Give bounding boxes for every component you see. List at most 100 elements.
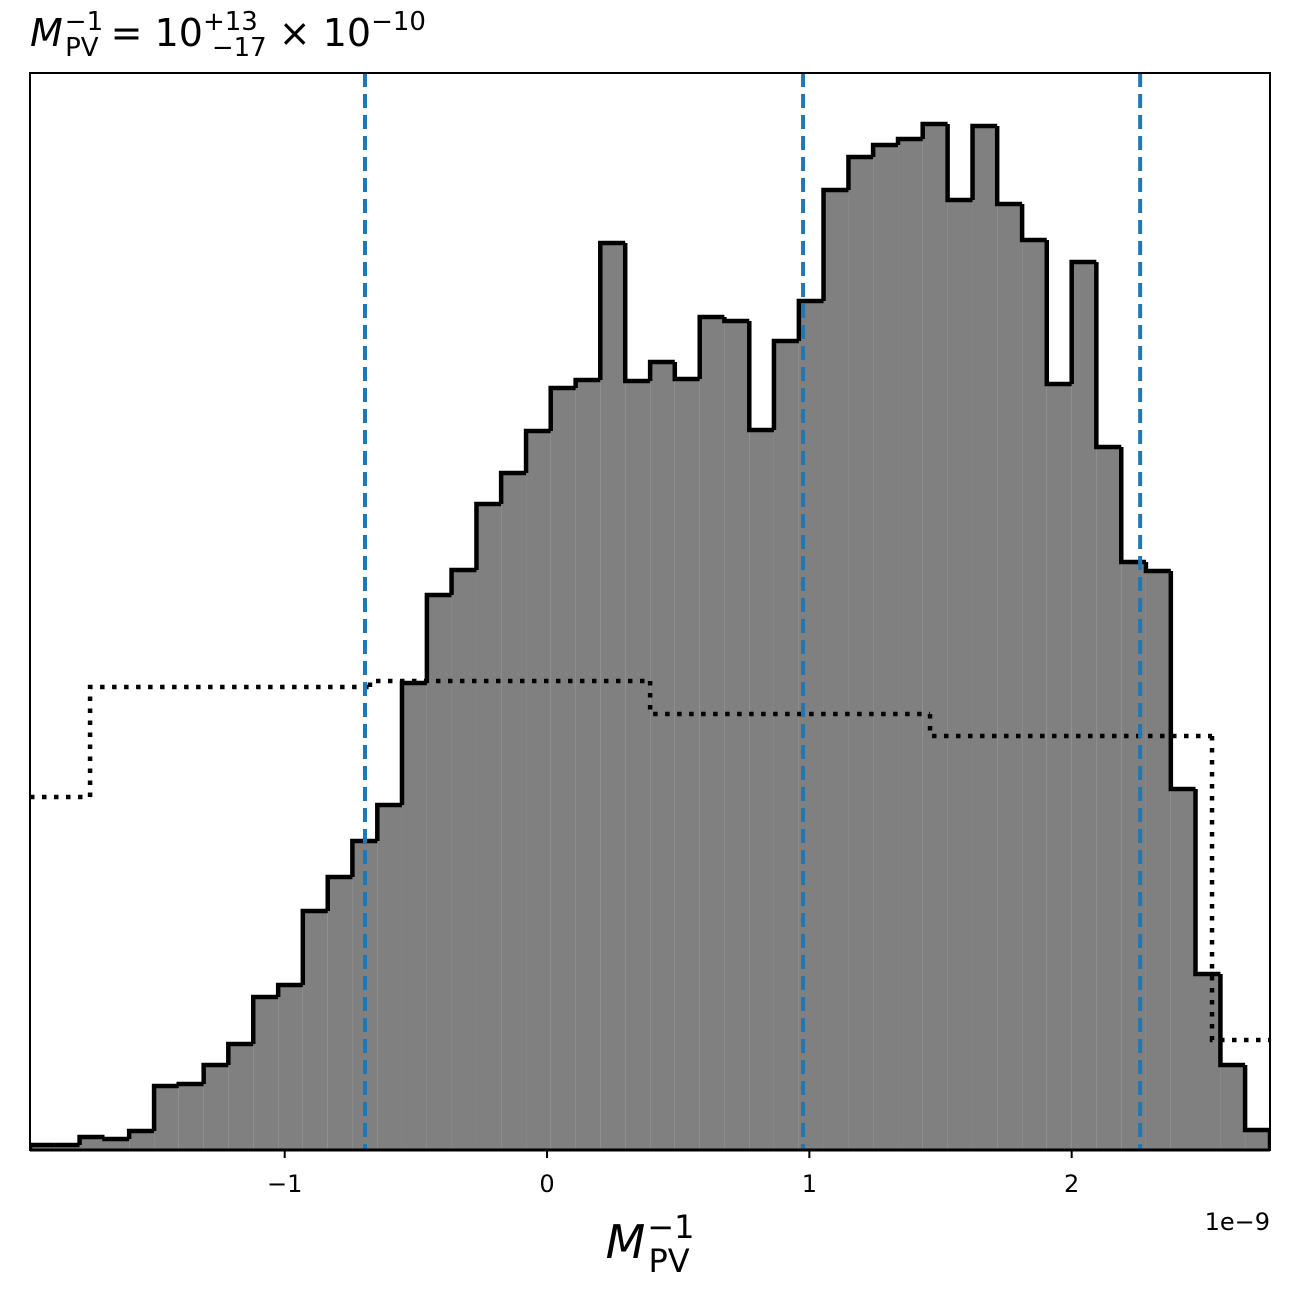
x-tick-label: −1 xyxy=(267,1170,302,1198)
bar xyxy=(947,200,973,1150)
bar xyxy=(178,1084,204,1150)
title-times: × 10 xyxy=(267,11,371,55)
bar xyxy=(625,381,651,1150)
bar xyxy=(749,430,774,1150)
bar-outline xyxy=(548,385,576,431)
bar-outline xyxy=(300,908,328,985)
bar xyxy=(278,985,303,1150)
bar-outline xyxy=(622,243,651,384)
bar xyxy=(451,570,477,1150)
bar-outline xyxy=(994,126,1023,207)
bar-outline xyxy=(30,1142,55,1150)
bar-outline xyxy=(449,567,477,595)
bar-outline xyxy=(1044,240,1072,387)
bar-outline xyxy=(870,142,899,157)
bar xyxy=(898,139,923,1150)
bar xyxy=(401,683,427,1150)
bar xyxy=(1071,262,1097,1150)
bar xyxy=(302,911,328,1150)
bar-outline xyxy=(350,838,378,877)
bar xyxy=(377,805,402,1150)
bar xyxy=(253,997,279,1150)
bar xyxy=(1145,571,1171,1150)
bar-outline xyxy=(821,187,849,301)
bar xyxy=(104,1139,130,1150)
bar-outline xyxy=(126,1128,155,1139)
bar xyxy=(30,1145,55,1150)
bar xyxy=(79,1137,105,1150)
bar-outline xyxy=(77,1134,105,1145)
bar-outline xyxy=(498,470,527,504)
bar-outline xyxy=(573,377,601,388)
bar xyxy=(600,243,626,1150)
x-tick-label: 0 xyxy=(539,1170,554,1198)
bar-outline xyxy=(523,428,551,473)
bar xyxy=(997,204,1023,1150)
bar-outline xyxy=(1119,447,1146,565)
bar xyxy=(823,190,849,1150)
bar xyxy=(724,321,750,1150)
bar xyxy=(773,341,799,1150)
bar-outline xyxy=(846,154,874,190)
bar-outline xyxy=(424,592,452,683)
bar xyxy=(873,145,899,1150)
bar xyxy=(426,595,452,1150)
prior-step xyxy=(87,684,370,797)
bar xyxy=(1220,1065,1246,1150)
x-tick-label: 2 xyxy=(1064,1170,1079,1198)
bar xyxy=(327,877,353,1150)
bar xyxy=(848,157,874,1150)
bar-outline xyxy=(747,321,774,433)
bar-outline xyxy=(1168,571,1196,792)
bar xyxy=(501,473,527,1150)
bar xyxy=(1046,384,1072,1150)
bar-outline xyxy=(672,362,700,382)
title-exp: −10 xyxy=(371,7,426,37)
bar-outline xyxy=(1094,262,1122,450)
bar-outline xyxy=(970,123,998,200)
xlabel-symbol: M xyxy=(606,1215,646,1269)
bar xyxy=(650,362,675,1150)
bar-outline xyxy=(325,874,353,911)
bar-outline xyxy=(771,338,799,430)
chart-title: M−1 PV = 10+13 −17 × 10−10 xyxy=(30,7,426,63)
bar xyxy=(550,388,576,1150)
bar-outline xyxy=(275,982,303,997)
title-lower: −17 xyxy=(212,33,267,63)
bar-outline xyxy=(102,1136,130,1142)
title-eq: = 10 xyxy=(99,11,203,55)
prior-step xyxy=(1209,736,1270,1043)
bar-outline xyxy=(151,1083,179,1131)
x-axis-label: M−1 PV xyxy=(606,1208,695,1280)
bar xyxy=(54,1145,80,1150)
bar xyxy=(1096,447,1122,1150)
bar-outline xyxy=(895,136,923,145)
bar-outline xyxy=(796,298,824,341)
bar xyxy=(526,431,551,1150)
bar xyxy=(674,379,700,1150)
title-sup: −1 xyxy=(65,7,103,37)
title-sub: PV xyxy=(65,33,99,63)
x-offset-label: 1e−9 xyxy=(1205,1208,1270,1236)
bar-outline xyxy=(697,314,725,379)
prior-step xyxy=(367,678,651,687)
bar xyxy=(1195,974,1221,1150)
bar-outline xyxy=(920,121,948,139)
bar xyxy=(476,504,502,1150)
bar-outline xyxy=(226,1041,254,1065)
bar-outline xyxy=(250,994,279,1044)
bar-outline xyxy=(722,317,750,324)
bar-outline xyxy=(1218,974,1246,1068)
bar xyxy=(1245,1130,1270,1150)
bar xyxy=(203,1065,229,1150)
bar xyxy=(154,1086,179,1150)
bar-outline xyxy=(176,1081,204,1087)
title-upper: +13 xyxy=(203,7,258,37)
prior-step xyxy=(647,681,931,717)
bar xyxy=(228,1044,254,1150)
bar-outline xyxy=(201,1062,229,1084)
bar-outline xyxy=(1019,204,1047,243)
bar xyxy=(972,126,998,1150)
bar-outline xyxy=(598,240,626,380)
